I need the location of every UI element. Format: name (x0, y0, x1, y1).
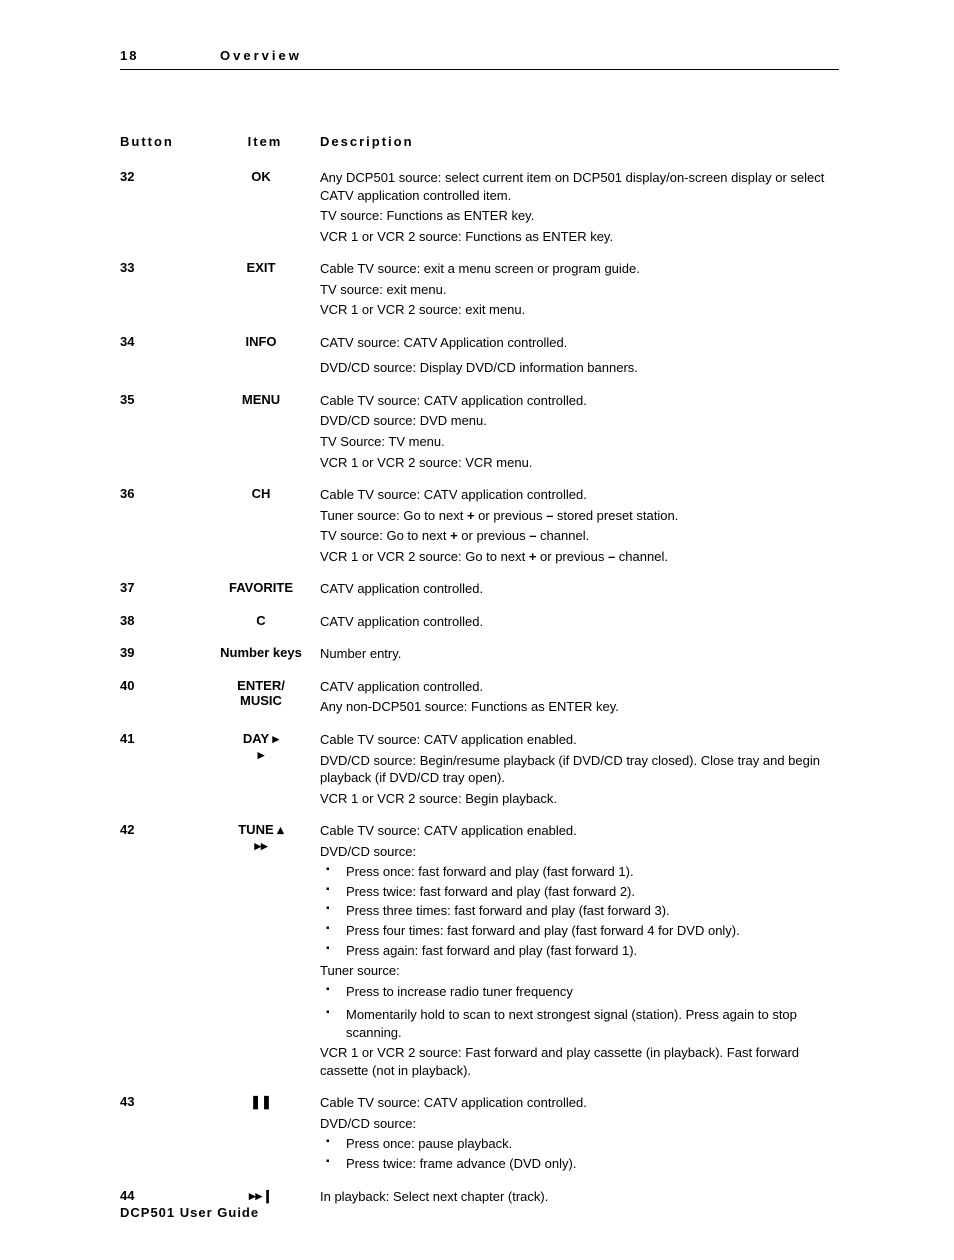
reference-table: Button Item Description 32OKAny DCP501 s… (120, 134, 839, 1208)
cell-item: Number keys (210, 645, 320, 660)
cell-description: Number entry. (320, 645, 839, 666)
cell-item: ▸▸❙ (210, 1188, 320, 1204)
cell-item: ❚❚ (210, 1094, 320, 1110)
document-page: 18 Overview Button Item Description 32OK… (0, 0, 954, 1260)
table-row: 41DAY ▸▸Cable TV source: CATV applicatio… (120, 731, 839, 810)
table-row: 34INFOCATV source: CATV Application cont… (120, 334, 839, 380)
cell-item: CH (210, 486, 320, 501)
cell-description: Cable TV source: CATV application enable… (320, 731, 839, 810)
page-header: 18 Overview (120, 48, 839, 70)
cell-description: CATV application controlled. (320, 613, 839, 634)
cell-description: Cable TV source: CATV application contro… (320, 486, 839, 568)
table-row: 36CHCable TV source: CATV application co… (120, 486, 839, 568)
cell-button: 34 (120, 334, 210, 349)
cell-button: 33 (120, 260, 210, 275)
cell-description: Any DCP501 source: select current item o… (320, 169, 839, 248)
col-header-description: Description (320, 134, 839, 149)
cell-item: DAY ▸▸ (210, 731, 320, 763)
cell-button: 32 (120, 169, 210, 184)
cell-item: FAVORITE (210, 580, 320, 595)
table-row: 37FAVORITECATV application controlled. (120, 580, 839, 601)
cell-button: 40 (120, 678, 210, 693)
cell-item: TUNE ▴▸▸ (210, 822, 320, 854)
table-row: 38CCATV application controlled. (120, 613, 839, 634)
cell-item: C (210, 613, 320, 628)
cell-item: MENU (210, 392, 320, 407)
cell-button: 41 (120, 731, 210, 746)
cell-description: Cable TV source: CATV application contro… (320, 392, 839, 474)
table-row: 42TUNE ▴▸▸Cable TV source: CATV applicat… (120, 822, 839, 1082)
table-row: 43❚❚Cable TV source: CATV application co… (120, 1094, 839, 1175)
cell-description: Cable TV source: CATV application contro… (320, 1094, 839, 1175)
cell-item: INFO (210, 334, 320, 349)
cell-description: CATV application controlled. (320, 580, 839, 601)
cell-description: CATV application controlled.Any non-DCP5… (320, 678, 839, 719)
cell-description: Cable TV source: CATV application enable… (320, 822, 839, 1082)
cell-item: OK (210, 169, 320, 184)
cell-button: 38 (120, 613, 210, 628)
table-row: 32OKAny DCP501 source: select current it… (120, 169, 839, 248)
cell-button: 35 (120, 392, 210, 407)
cell-button: 37 (120, 580, 210, 595)
cell-description: In playback: Select next chapter (track)… (320, 1188, 839, 1209)
col-header-item: Item (210, 134, 320, 149)
table-row: 33EXITCable TV source: exit a menu scree… (120, 260, 839, 322)
cell-description: CATV source: CATV Application controlled… (320, 334, 839, 380)
cell-description: Cable TV source: exit a menu screen or p… (320, 260, 839, 322)
col-header-button: Button (120, 134, 210, 149)
footer-title: DCP501 User Guide (120, 1205, 259, 1220)
cell-button: 43 (120, 1094, 210, 1109)
table-row: 35MENUCable TV source: CATV application … (120, 392, 839, 474)
table-row: 40ENTER/MUSICCATV application controlled… (120, 678, 839, 719)
table-row: 39Number keysNumber entry. (120, 645, 839, 666)
section-title: Overview (220, 48, 302, 63)
cell-item: ENTER/MUSIC (210, 678, 320, 708)
cell-button: 39 (120, 645, 210, 660)
cell-button: 44 (120, 1188, 210, 1203)
page-number: 18 (120, 48, 220, 63)
cell-button: 42 (120, 822, 210, 837)
table-header-row: Button Item Description (120, 134, 839, 149)
cell-item: EXIT (210, 260, 320, 275)
cell-button: 36 (120, 486, 210, 501)
